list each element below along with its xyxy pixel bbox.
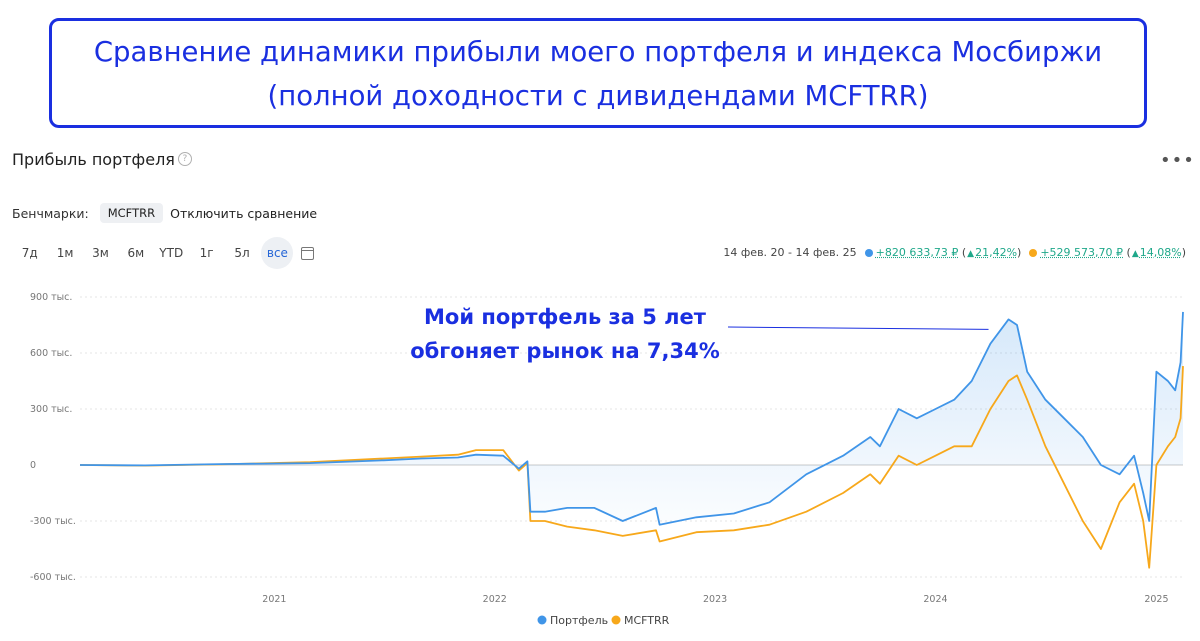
period-selector: 7д 1м 3м 6м YTD 1г 5л все bbox=[12, 237, 315, 269]
legend-label: Портфель bbox=[550, 614, 608, 627]
x-tick-label: 2022 bbox=[483, 594, 507, 605]
y-tick-label: -600 тыс. bbox=[30, 572, 76, 583]
period-all[interactable]: все bbox=[261, 237, 294, 269]
x-axis: 2021 2022 2023 2024 2025 bbox=[262, 594, 1168, 605]
portfolio-profit[interactable]: +820 633,73 ₽ bbox=[875, 246, 959, 259]
stats-row: 14 фев. 20 - 14 фев. 25 +820 633,73 ₽ (▲… bbox=[723, 246, 1186, 259]
period-7d[interactable]: 7д bbox=[21, 246, 38, 260]
benchmark-chip[interactable]: MCFTRR bbox=[99, 203, 164, 223]
benchmarks-label: Бенчмарки: bbox=[12, 205, 89, 221]
portfolio-pct: 21,42% bbox=[975, 246, 1018, 259]
portfolio-area bbox=[80, 311, 1183, 525]
y-tick-label: 0 bbox=[30, 460, 36, 471]
period-1y[interactable]: 1г bbox=[199, 246, 214, 260]
profit-chart[interactable]: 900 тыс. 600 тыс. 300 тыс. 0 -300 тыс. -600 т… bbox=[0, 280, 1200, 641]
benchmark-profit[interactable]: +529 573,70 ₽ bbox=[1040, 246, 1124, 259]
panel-title: Прибыль портфеля? bbox=[12, 150, 192, 169]
x-tick-label: 2024 bbox=[923, 594, 947, 605]
calendar-icon[interactable] bbox=[301, 246, 315, 260]
x-tick-label: 2021 bbox=[262, 594, 286, 605]
y-tick-label: -300 тыс. bbox=[30, 516, 76, 527]
annotation-line-2: обгоняет рынок на 7,34% bbox=[410, 339, 720, 363]
period-6m[interactable]: 6м bbox=[127, 246, 145, 260]
chart-legend[interactable]: Портфель MCFTRR bbox=[537, 614, 670, 627]
x-tick-label: 2023 bbox=[703, 594, 727, 605]
y-tick-label: 900 тыс. bbox=[30, 292, 72, 303]
benchmarks-row: Бенчмарки: MCFTRR Отключить сравнение bbox=[12, 203, 317, 223]
y-tick-label: 300 тыс. bbox=[30, 404, 72, 415]
annotation: Мой портфель за 5 лет обгоняет рынок на … bbox=[370, 300, 760, 368]
benchmark-pct-wrap: (▲14,08%) bbox=[1123, 246, 1186, 259]
title-banner: Сравнение динамики прибыли моего портфел… bbox=[49, 18, 1147, 128]
period-ytd[interactable]: YTD bbox=[159, 246, 184, 260]
up-arrow-icon: ▲ bbox=[967, 249, 975, 259]
benchmark-pct: 14,08% bbox=[1139, 246, 1182, 259]
more-dots-icon[interactable]: ••• bbox=[1160, 150, 1195, 171]
period-5y[interactable]: 5л bbox=[234, 246, 250, 260]
chart-series bbox=[79, 311, 1184, 569]
benchmark-line bbox=[79, 366, 1184, 569]
date-range: 14 фев. 20 - 14 фев. 25 bbox=[723, 246, 857, 259]
banner-line-1: Сравнение динамики прибыли моего портфел… bbox=[93, 36, 1103, 68]
annotation-pointer bbox=[727, 326, 989, 330]
portfolio-line bbox=[79, 311, 1184, 526]
up-arrow-icon: ▲ bbox=[1131, 249, 1139, 259]
banner-line-2: (полной доходности с дивидендами MCFTRR) bbox=[267, 80, 929, 112]
disable-comparison-link[interactable]: Отключить сравнение bbox=[170, 205, 318, 221]
period-3m[interactable]: 3м bbox=[92, 246, 109, 260]
y-axis: 900 тыс. 600 тыс. 300 тыс. 0 -300 тыс. -600 т… bbox=[30, 292, 76, 583]
x-tick-label: 2025 bbox=[1144, 594, 1168, 605]
legend-label: MCFTRR bbox=[624, 614, 670, 627]
panel-title-text: Прибыль портфеля bbox=[12, 150, 175, 169]
legend-marker bbox=[537, 615, 547, 625]
benchmark-dot bbox=[1029, 248, 1038, 257]
portfolio-dot bbox=[864, 248, 873, 257]
portfolio-pct-wrap: (▲21,42%) bbox=[958, 246, 1022, 259]
period-1m[interactable]: 1м bbox=[56, 246, 74, 260]
annotation-line-1: Мой портфель за 5 лет bbox=[424, 305, 706, 329]
legend-marker bbox=[611, 615, 621, 625]
y-tick-label: 600 тыс. bbox=[30, 348, 72, 359]
question-icon[interactable]: ? bbox=[177, 152, 192, 166]
